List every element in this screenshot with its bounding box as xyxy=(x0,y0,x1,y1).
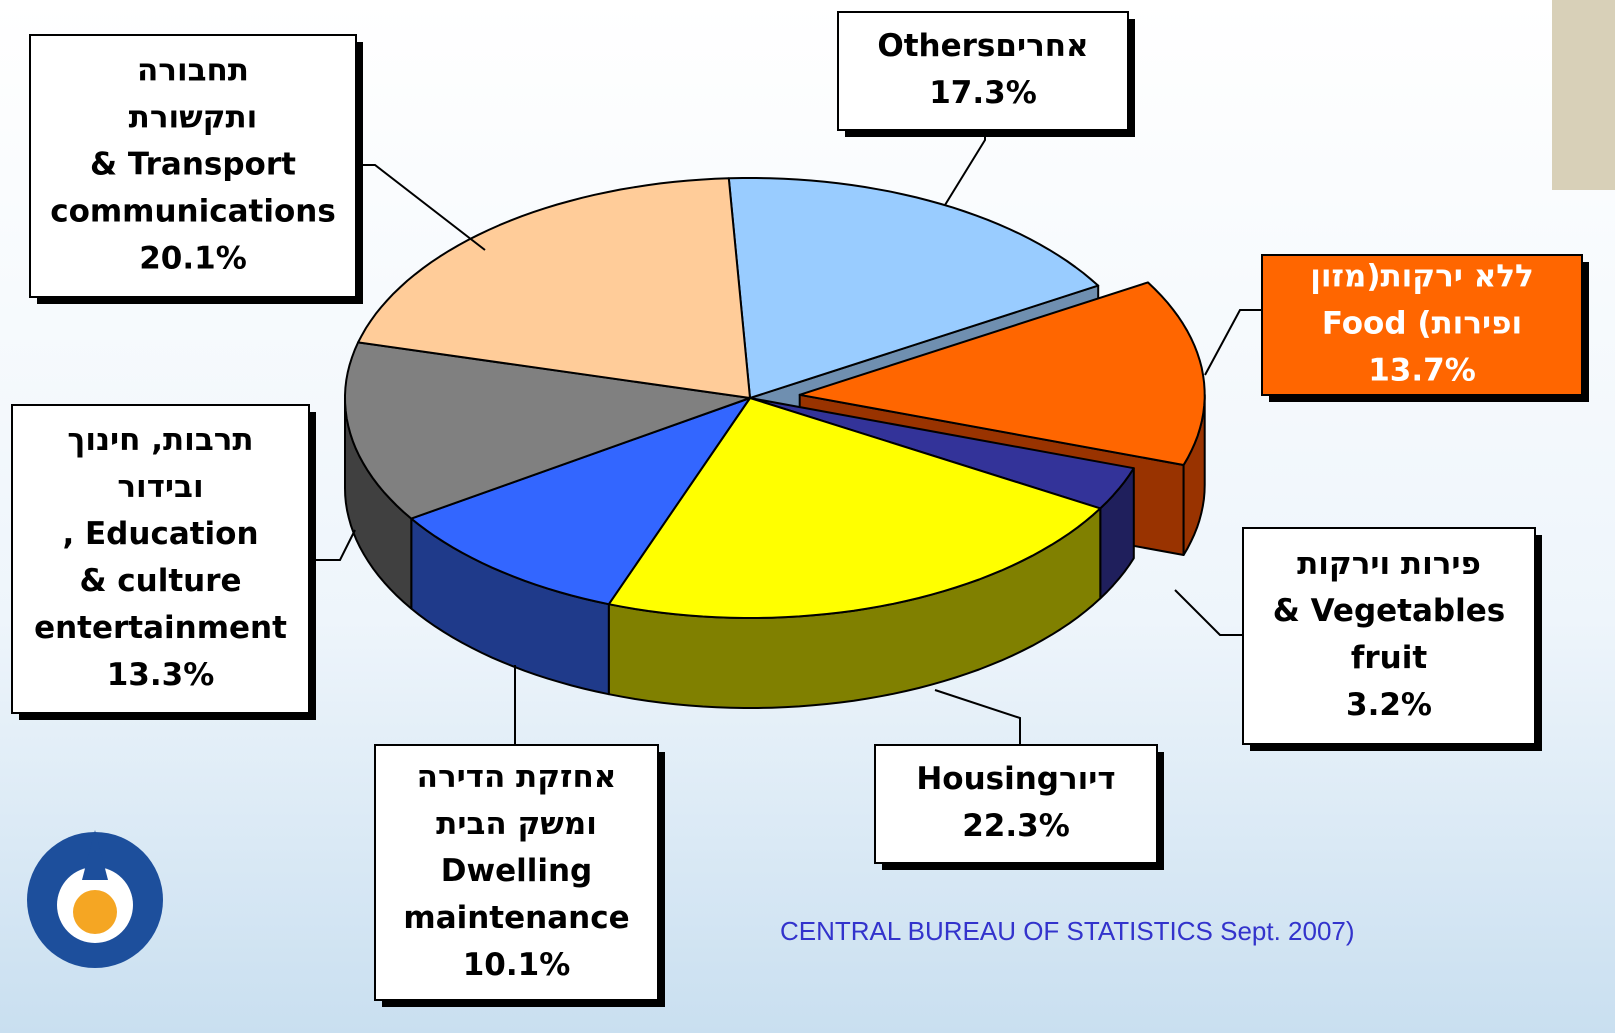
slice xyxy=(749,397,1135,510)
label-frame xyxy=(837,11,1129,131)
value-label: 13.3% xyxy=(107,657,215,693)
slice xyxy=(344,341,751,520)
label-text: communications xyxy=(50,194,336,230)
label-text: תרושקתו xyxy=(129,100,258,136)
value-label: 3.2% xyxy=(1346,687,1432,723)
label-text: הרידה תקזחא xyxy=(417,759,617,795)
slice xyxy=(410,397,751,606)
value-label: 20.1% xyxy=(139,241,247,277)
photo-fragment xyxy=(1552,0,1615,190)
label-text: & culture xyxy=(79,563,241,599)
label-text: maintenance xyxy=(403,900,629,936)
logo xyxy=(27,830,163,968)
label-box: הרידה תקזחא תיבה קשמו Dwelling maintenance 1… xyxy=(374,744,665,1007)
leader-line xyxy=(309,529,356,561)
label-text: תיבה קשמו xyxy=(436,806,597,842)
label-text: Othersםירחא xyxy=(877,28,1088,64)
label-box: Housingרויד 22.3% xyxy=(874,744,1164,870)
slice xyxy=(607,397,1102,619)
label-frame xyxy=(1242,527,1536,745)
leader-line xyxy=(1204,309,1262,376)
slice xyxy=(798,281,1206,466)
slice xyxy=(357,177,751,399)
value-label: 10.1% xyxy=(463,947,571,983)
label-text: Housingרויד xyxy=(916,761,1115,797)
value-label: 13.7% xyxy=(1368,353,1476,389)
label-frame xyxy=(374,744,659,1001)
leader-line xyxy=(1174,589,1243,636)
label-text: entertainment xyxy=(34,610,287,646)
label-text: , Education xyxy=(62,516,258,552)
label-box: ךוניח ,תוברת רודיבו , Education & culture en… xyxy=(11,404,316,720)
label-frame xyxy=(29,34,357,298)
label-box: תוקריו תוריפ & Vegetables fruit 3.2% xyxy=(1242,527,1542,751)
label-text: תוקריו תוריפ xyxy=(1297,546,1481,582)
label-box: הרובחת תרושקתו & Transport communications 20… xyxy=(29,34,363,304)
label-text: Food (תוריפו xyxy=(1322,306,1522,342)
label-text: & Transport xyxy=(90,147,296,183)
label-text: fruit xyxy=(1351,640,1427,676)
label-text: הרובחת xyxy=(137,53,249,89)
value-label: 22.3% xyxy=(962,808,1070,844)
leader-line xyxy=(934,689,1021,745)
label-box: ןוזמ)תוקרי אלל Food (תוריפו 13.7% xyxy=(1261,254,1589,402)
label-text: ךוניח ,תוברת xyxy=(67,422,253,458)
label-frame xyxy=(1261,254,1583,396)
source-note: CENTRAL BUREAU OF STATISTICS Sept. 2007) xyxy=(780,916,1355,946)
label-frame xyxy=(11,404,310,714)
label-text: Dwelling xyxy=(441,853,593,889)
label-text: רודיבו xyxy=(117,469,203,505)
label-text: ןוזמ)תוקרי אלל xyxy=(1310,259,1534,295)
label-frame xyxy=(874,744,1158,864)
slice xyxy=(727,177,1100,399)
label-text: & Vegetables xyxy=(1273,593,1505,629)
label-box: Othersםירחא 17.3% xyxy=(837,11,1135,137)
value-label: 17.3% xyxy=(929,75,1037,111)
